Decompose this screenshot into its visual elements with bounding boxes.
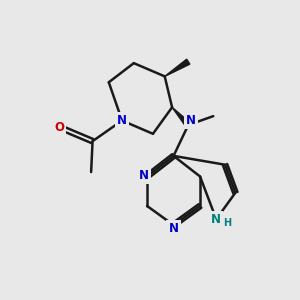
Text: N: N (186, 114, 196, 127)
Polygon shape (165, 59, 190, 76)
Polygon shape (172, 107, 190, 127)
Text: N: N (139, 169, 148, 182)
Text: N: N (211, 213, 221, 226)
Text: H: H (224, 218, 232, 228)
Text: N: N (117, 114, 127, 127)
Text: N: N (169, 222, 178, 235)
Text: O: O (54, 121, 64, 134)
